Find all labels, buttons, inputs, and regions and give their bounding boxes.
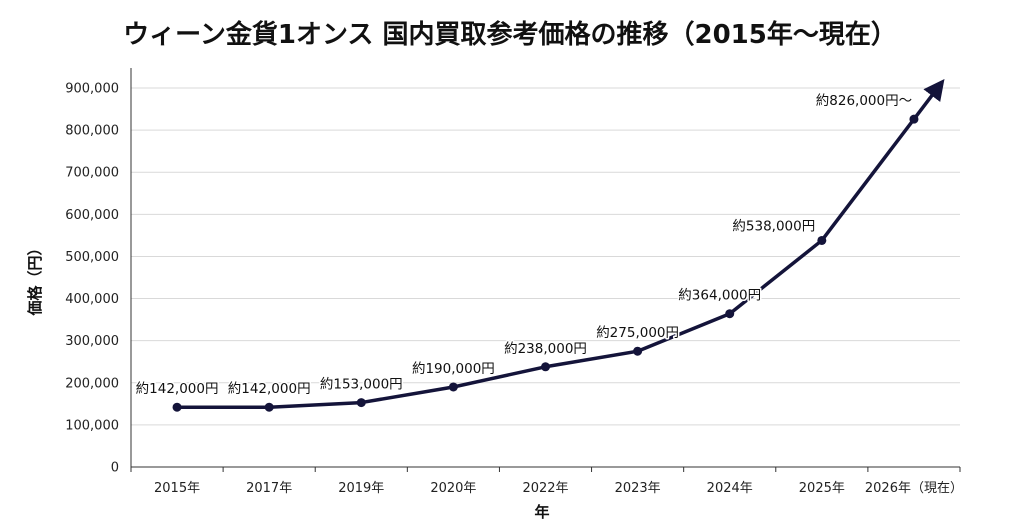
grid-lines — [131, 87, 960, 426]
data-point — [817, 235, 827, 245]
y-axis-title: 価格（円） — [26, 240, 44, 316]
x-tick-label: 2015年 — [154, 481, 200, 496]
data-point — [448, 382, 458, 392]
y-tick-label: 900,000 — [65, 82, 119, 97]
price-series — [172, 78, 945, 412]
data-label: 約190,000円 — [412, 361, 495, 377]
data-label: 約826,000円〜 — [816, 93, 912, 109]
data-label: 約142,000円 — [136, 381, 219, 397]
data-point — [356, 398, 366, 408]
y-tick-label: 300,000 — [65, 334, 119, 349]
data-point — [909, 114, 919, 124]
data-label: 約153,000円 — [320, 377, 403, 393]
y-tick-label: 0 — [111, 461, 119, 476]
x-tick-label: 2026年（現在） — [865, 481, 963, 496]
x-tick-label: 2017年 — [246, 481, 292, 496]
data-labels: 約142,000円 約142,000円 約153,000円約190,000円約238… — [134, 92, 913, 399]
data-label: 約275,000円 — [596, 325, 679, 341]
data-label: 約238,000円 — [504, 341, 587, 357]
axes — [130, 68, 961, 472]
chart-title: ウィーン金貨1オンス 国内買取参考価格の推移（2015年〜現在） — [123, 20, 897, 50]
x-tick-label: 2023年 — [615, 481, 661, 496]
data-point — [633, 346, 643, 356]
y-tick-label: 800,000 — [65, 124, 119, 139]
x-tick-labels: 2015年 2017年 2019年 2020年 2022年 2023年 2024年 2025年… — [154, 481, 963, 496]
y-tick-label: 100,000 — [65, 418, 119, 433]
x-tick-label: 2019年 — [338, 481, 384, 496]
data-label: 約142,000円 — [228, 381, 311, 397]
data-label: 約364,000円 — [678, 288, 761, 304]
y-tick-label: 500,000 — [65, 250, 119, 265]
trend-arrow — [912, 78, 945, 121]
data-point — [725, 309, 735, 319]
data-point — [541, 362, 550, 372]
x-tick-label: 2025年 — [799, 481, 845, 496]
data-point — [264, 402, 274, 412]
x-tick-label: 2022年 — [522, 481, 568, 496]
y-tick-label: 700,000 — [65, 166, 119, 181]
x-axis-title: 年 — [534, 503, 549, 521]
x-tick-label: 2024年 — [707, 481, 753, 496]
data-point — [172, 402, 182, 412]
y-tick-labels: 0 100,000 200,000 300,000 400,000 500,000 600,… — [65, 82, 119, 476]
data-label: 約538,000円 — [732, 218, 815, 234]
y-tick-label: 400,000 — [65, 292, 119, 307]
y-tick-label: 600,000 — [65, 208, 119, 223]
y-tick-label: 200,000 — [65, 376, 119, 391]
x-tick-label: 2020年 — [430, 481, 476, 496]
